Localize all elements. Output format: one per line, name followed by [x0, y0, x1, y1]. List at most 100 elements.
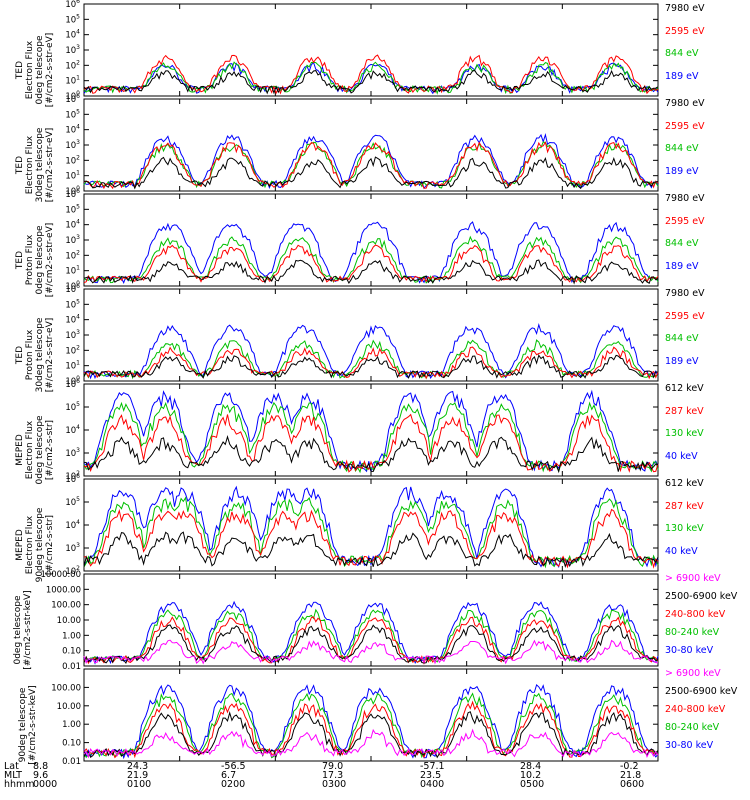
series-line	[83, 710, 659, 759]
mlt-tick: 6.7	[221, 770, 237, 781]
time-tick: 0600	[620, 779, 645, 790]
legend-entry: 30-80 keV	[665, 645, 714, 656]
series-line	[83, 339, 659, 380]
y-tick-label: 10.00	[57, 616, 81, 626]
series-line	[83, 700, 659, 759]
mlt-tick: 10.2	[520, 770, 542, 781]
legend-entry: 40 keV	[665, 545, 698, 557]
legend-entry: 844 eV	[665, 143, 699, 154]
panel-frame	[83, 288, 659, 382]
time-tick: 0300	[322, 779, 347, 790]
row-label-time: hhmm	[4, 779, 35, 790]
legend-entry: 80-240 keV	[665, 627, 720, 638]
y-tick-label: 10.00	[57, 702, 81, 712]
panel-legend: > 6900 keV 2500-6900 keV 240-800 keV 80-…	[665, 573, 737, 663]
panel-frame	[83, 3, 659, 97]
panel-frame	[83, 98, 659, 192]
y-tick-label: 1000.00	[46, 585, 81, 595]
legend-entry: 189 eV	[665, 260, 699, 272]
lat-tick: 8.8	[33, 761, 49, 772]
time-tick: 0500	[520, 779, 545, 790]
series-line	[83, 235, 659, 285]
panel-ylabel: TED Proton Flux 30deg telescope [#/cm2-s…	[0, 295, 90, 393]
mlt-tick: 17.3	[322, 770, 344, 781]
panel-legend: 7980 eV 2595 eV 844 eV 189 eV	[665, 193, 705, 283]
legend-entry: 80-240 keV	[665, 722, 720, 733]
panel-ylabel: MEPED Electron Flux 90deg telescope [#/c…	[0, 485, 90, 583]
y-tick-label: 0.01	[62, 757, 81, 767]
lat-tick: 79.0	[322, 761, 344, 772]
panel-ylabel: TED Electron Flux 0deg telescope [#/cm2-…	[0, 10, 90, 108]
ylabel-line: [#/cm2-s-str-keV]	[23, 590, 33, 670]
panel-legend: > 6900 keV 2500-6900 keV 240-800 keV 80-…	[665, 668, 737, 758]
series-line	[83, 389, 659, 473]
time-tick: 0400	[420, 779, 445, 790]
series-line	[83, 354, 659, 379]
y-tick-label: 1.00	[62, 720, 81, 730]
legend-entry: 30-80 keV	[665, 740, 714, 751]
lat-tick: 28.4	[520, 761, 542, 772]
series-line	[83, 435, 659, 474]
legend-entry: 287 keV	[665, 500, 704, 512]
series-line	[83, 141, 659, 190]
series-line	[83, 485, 659, 569]
time-tick: 0200	[221, 779, 246, 790]
panel-frame	[83, 573, 659, 667]
panel-frame	[83, 193, 659, 287]
panel-legend: 612 keV 287 keV 130 keV 40 keV	[665, 383, 704, 473]
series-line	[83, 259, 659, 285]
legend-entry: 189 eV	[665, 355, 699, 367]
series-line	[83, 624, 659, 665]
y-tick-label: 106	[65, 0, 80, 10]
y-tick-label: 100.00	[51, 683, 81, 693]
time-tick: 0000	[33, 779, 58, 790]
series-line	[83, 346, 659, 380]
panel-legend: 7980 eV 2595 eV 844 eV 189 eV	[665, 3, 705, 93]
series-line	[83, 54, 659, 95]
panel-frame	[83, 478, 659, 572]
legend-entry: 844 eV	[665, 333, 699, 344]
y-tick-label: 0.10	[62, 647, 81, 657]
legend-entry: 2595 eV	[665, 215, 705, 227]
legend-entry: 844 eV	[665, 238, 699, 249]
legend-entry: 2595 eV	[665, 310, 705, 322]
legend-entry: 287 keV	[665, 405, 704, 417]
y-tick-label: 10000.00	[40, 570, 81, 580]
panel-ylabel: TED Proton Flux 0deg telescope [#/cm2-s-…	[0, 200, 90, 298]
legend-entry: 189 eV	[665, 165, 699, 177]
panel-legend: 612 keV 287 keV 130 keV 40 keV	[665, 478, 704, 568]
series-line	[83, 508, 659, 569]
legend-entry: 2595 eV	[665, 120, 705, 132]
y-tick-label: 0.10	[62, 739, 81, 749]
legend-entry: 130 keV	[665, 428, 704, 439]
ylabel-line: 90deg telescope	[18, 687, 28, 763]
mlt-tick: 9.6	[33, 770, 49, 781]
panel-legend: 7980 eV 2595 eV 844 eV 189 eV	[665, 98, 705, 188]
legend-entry: 240-800 keV	[665, 609, 726, 620]
legend-entry: 40 keV	[665, 450, 698, 462]
panel-legend: 7980 eV 2595 eV 844 eV 189 eV	[665, 288, 705, 378]
series-line	[83, 531, 659, 569]
y-tick-label: 0.01	[62, 662, 81, 672]
series-line	[83, 728, 659, 759]
legend-entry: 7980 eV	[665, 288, 705, 299]
series-line	[83, 322, 659, 380]
series-line	[83, 496, 659, 569]
ylabel-line: [#/cm2-s-str-keV]	[28, 685, 38, 765]
series-line	[83, 61, 659, 95]
panel-ylabel: 90deg telescope [#/cm2-s-str-keV]	[0, 675, 78, 765]
mlt-tick: 23.5	[420, 770, 442, 781]
legend-entry: 2500-6900 keV	[665, 686, 738, 697]
panel-ylabel: TED Electron Flux 30deg telescope [#/cm2…	[0, 105, 90, 203]
series-line	[83, 61, 659, 95]
legend-entry: 240-800 keV	[665, 704, 726, 715]
row-label-mlt: MLT	[4, 770, 22, 781]
series-line	[83, 639, 659, 665]
lat-tick: -0.2	[620, 761, 639, 772]
lat-tick: 24.3	[127, 761, 149, 772]
series-line	[83, 133, 659, 190]
legend-entry: 844 eV	[665, 48, 699, 59]
y-tick-label: 100.00	[51, 601, 81, 611]
